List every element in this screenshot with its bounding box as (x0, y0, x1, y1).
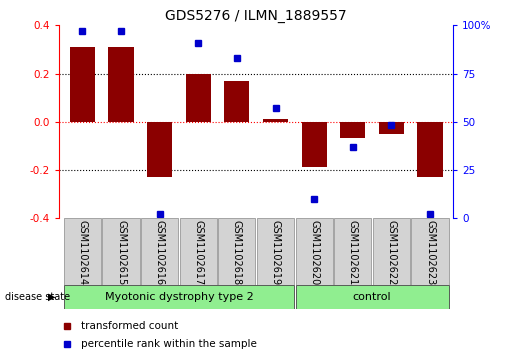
Text: GSM1102622: GSM1102622 (386, 220, 397, 285)
FancyBboxPatch shape (257, 218, 294, 285)
Bar (379, 122, 404, 134)
FancyBboxPatch shape (373, 218, 410, 285)
FancyBboxPatch shape (334, 218, 371, 285)
FancyBboxPatch shape (411, 218, 449, 285)
FancyBboxPatch shape (296, 285, 449, 309)
Bar (340, 122, 365, 138)
FancyBboxPatch shape (102, 218, 140, 285)
Text: control: control (353, 292, 391, 302)
Text: GSM1102621: GSM1102621 (348, 220, 358, 285)
Text: disease state: disease state (5, 292, 70, 302)
Text: percentile rank within the sample: percentile rank within the sample (81, 339, 257, 349)
FancyBboxPatch shape (218, 218, 255, 285)
Bar (225, 81, 249, 122)
Bar (147, 122, 172, 177)
Bar (70, 47, 95, 122)
Bar (302, 122, 327, 167)
Text: Myotonic dystrophy type 2: Myotonic dystrophy type 2 (105, 292, 253, 302)
Bar (418, 122, 442, 177)
FancyBboxPatch shape (180, 218, 217, 285)
Bar (109, 47, 133, 122)
Title: GDS5276 / ILMN_1889557: GDS5276 / ILMN_1889557 (165, 9, 347, 23)
Text: GSM1102615: GSM1102615 (116, 220, 126, 285)
Text: GSM1102614: GSM1102614 (77, 220, 88, 285)
Text: GSM1102620: GSM1102620 (309, 220, 319, 285)
Bar (263, 119, 288, 122)
FancyBboxPatch shape (296, 218, 333, 285)
Text: transformed count: transformed count (81, 321, 178, 331)
FancyBboxPatch shape (64, 285, 294, 309)
Text: GSM1102616: GSM1102616 (154, 220, 165, 285)
Text: ▶: ▶ (48, 292, 55, 302)
Text: GSM1102617: GSM1102617 (193, 220, 203, 285)
Text: GSM1102623: GSM1102623 (425, 220, 435, 285)
Text: GSM1102618: GSM1102618 (232, 220, 242, 285)
Bar (186, 73, 211, 122)
Text: GSM1102619: GSM1102619 (270, 220, 281, 285)
FancyBboxPatch shape (64, 218, 101, 285)
FancyBboxPatch shape (141, 218, 178, 285)
